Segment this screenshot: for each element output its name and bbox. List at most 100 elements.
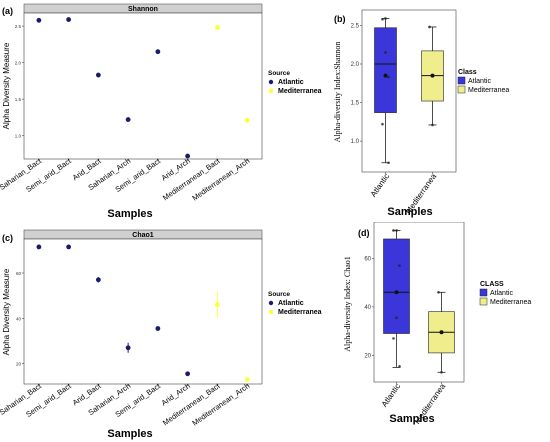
boxes <box>374 17 444 165</box>
data-point <box>95 277 101 283</box>
y-axis-label: Alpha-diversity Index: Chao1 <box>343 256 352 352</box>
y-tick-label: 2.0 <box>351 62 360 68</box>
jitter-point <box>387 75 390 79</box>
y-axis-label: Alpha Diversity Measure <box>2 268 11 355</box>
legend-marker <box>268 88 274 94</box>
mean-marker <box>430 73 435 78</box>
y-tick-label: 1.0 <box>15 134 22 139</box>
data-point <box>36 244 42 250</box>
data-point <box>244 377 250 382</box>
legend-entry: Atlantic <box>468 78 491 85</box>
y-tick-label: 60 <box>364 256 371 262</box>
panel-label-c: (c) <box>2 233 13 243</box>
jitter-point <box>395 316 398 320</box>
data-points <box>36 17 250 159</box>
y-tick-label: 40 <box>364 305 371 311</box>
jitter-point <box>440 371 443 374</box>
x-axis-label: Samples <box>107 428 152 440</box>
legend-marker <box>268 79 274 85</box>
legend-title: Source <box>268 70 290 77</box>
legend-swatch <box>479 288 488 297</box>
legend-swatch <box>479 297 488 306</box>
legend-title: Class <box>458 69 477 76</box>
y-tick-label: 2.5 <box>15 24 22 29</box>
legend: Class Atlantic Mediterranea <box>457 69 509 94</box>
jitter-point <box>431 123 434 127</box>
data-point <box>95 72 101 78</box>
panel-label-a: (a) <box>2 6 13 16</box>
legend: CLASS Atlantic Mediterranea <box>479 281 531 306</box>
x-axis-label: Samples <box>389 413 434 425</box>
y-axis-ticks: 20 40 60 <box>364 256 374 359</box>
boxes <box>383 229 455 374</box>
plot-area <box>23 12 263 160</box>
data-point <box>66 244 72 250</box>
data-point <box>185 371 191 377</box>
legend-entry: Atlantic <box>278 79 304 86</box>
legend-entry: Atlantic <box>490 290 513 297</box>
y-axis-ticks: 1.0 1.5 2.0 2.5 <box>351 23 362 145</box>
y-tick-label: 2.0 <box>15 61 22 66</box>
jitter-point <box>437 291 440 294</box>
data-point <box>155 326 161 331</box>
mean-marker <box>383 73 388 78</box>
x-axis-tick-labels: Saharian_BactSemi_arid_BactArid_BactSaha… <box>0 381 251 428</box>
shannon-boxplot-chart: (b) 1.0 1.5 2.0 2.5 Atlantic Mediterranea Al… <box>333 9 509 218</box>
jitter-point <box>384 17 387 20</box>
y-tick-label: 20 <box>16 362 22 367</box>
mean-marker <box>394 290 399 295</box>
y-tick-label: 1.0 <box>351 139 360 145</box>
legend: Source Atlantic Mediterranea <box>268 291 322 316</box>
legend-title: CLASS <box>480 281 504 288</box>
legend: Source Atlantic Mediterranea <box>268 70 322 95</box>
jitter-point <box>392 337 395 340</box>
legend-entry: Mediterranea <box>278 88 322 95</box>
jitter-point <box>395 229 398 232</box>
y-axis-label: Alpha Diversity Measure <box>2 42 11 129</box>
chao1-boxplot-chart: (d) 20 40 60 Atlantic Mediterranea Alpha-di… <box>343 222 531 426</box>
panel-label-b: (b) <box>334 14 346 24</box>
y-tick-label: 20 <box>364 353 371 359</box>
chao1-scatter-chart: (c) Chao1 20 40 60 Saharian_BactSemi_arid_… <box>0 229 322 440</box>
legend-entry: Atlantic <box>278 300 304 307</box>
plot-area <box>23 238 263 385</box>
data-point <box>244 117 250 123</box>
mean-marker <box>439 330 444 335</box>
jitter-point <box>398 364 401 368</box>
jitter-point <box>392 229 395 232</box>
chart-title: Shannon <box>128 6 158 13</box>
y-tick-label: 60 <box>16 271 22 276</box>
legend-entry: Mediterranea <box>468 87 509 94</box>
legend-entry: Mediterranea <box>490 299 531 306</box>
data-point <box>214 25 220 30</box>
y-tick-label: 1.5 <box>351 101 360 107</box>
shannon-scatter-chart: (a) Shannon 1.0 1.5 2.0 2.5 Saharian_BactSe… <box>0 3 322 220</box>
jitter-point <box>381 17 384 21</box>
data-point <box>125 345 131 351</box>
y-axis-label: Alpha-diversity Index:Shannon <box>333 42 342 143</box>
data-point <box>66 17 72 22</box>
y-tick-label: 1.5 <box>15 97 22 102</box>
jitter-point <box>381 122 384 126</box>
jitter-point <box>398 264 401 267</box>
legend-marker <box>268 309 274 315</box>
x-axis-tick-labels: Saharian_BactSemi_arid_BactArid_BactSaha… <box>0 156 251 203</box>
data-point <box>214 302 220 308</box>
y-axis-ticks: 1.0 1.5 2.0 2.5 <box>15 24 24 139</box>
data-point <box>185 153 191 159</box>
data-points <box>36 244 250 382</box>
y-tick-label: 2.5 <box>351 23 360 29</box>
legend-swatch <box>457 85 466 94</box>
box <box>374 27 397 113</box>
jitter-point <box>384 51 387 54</box>
y-axis-ticks: 20 40 60 <box>16 271 24 367</box>
y-tick-label: 40 <box>16 316 22 321</box>
data-point <box>125 117 131 122</box>
chart-title: Chao1 <box>132 232 154 239</box>
legend-swatch <box>457 76 466 85</box>
jitter-point <box>387 161 390 165</box>
x-axis-label: Samples <box>387 206 432 218</box>
jitter-point <box>428 25 431 29</box>
panel-label-d: (d) <box>358 228 370 238</box>
data-point <box>36 17 42 23</box>
